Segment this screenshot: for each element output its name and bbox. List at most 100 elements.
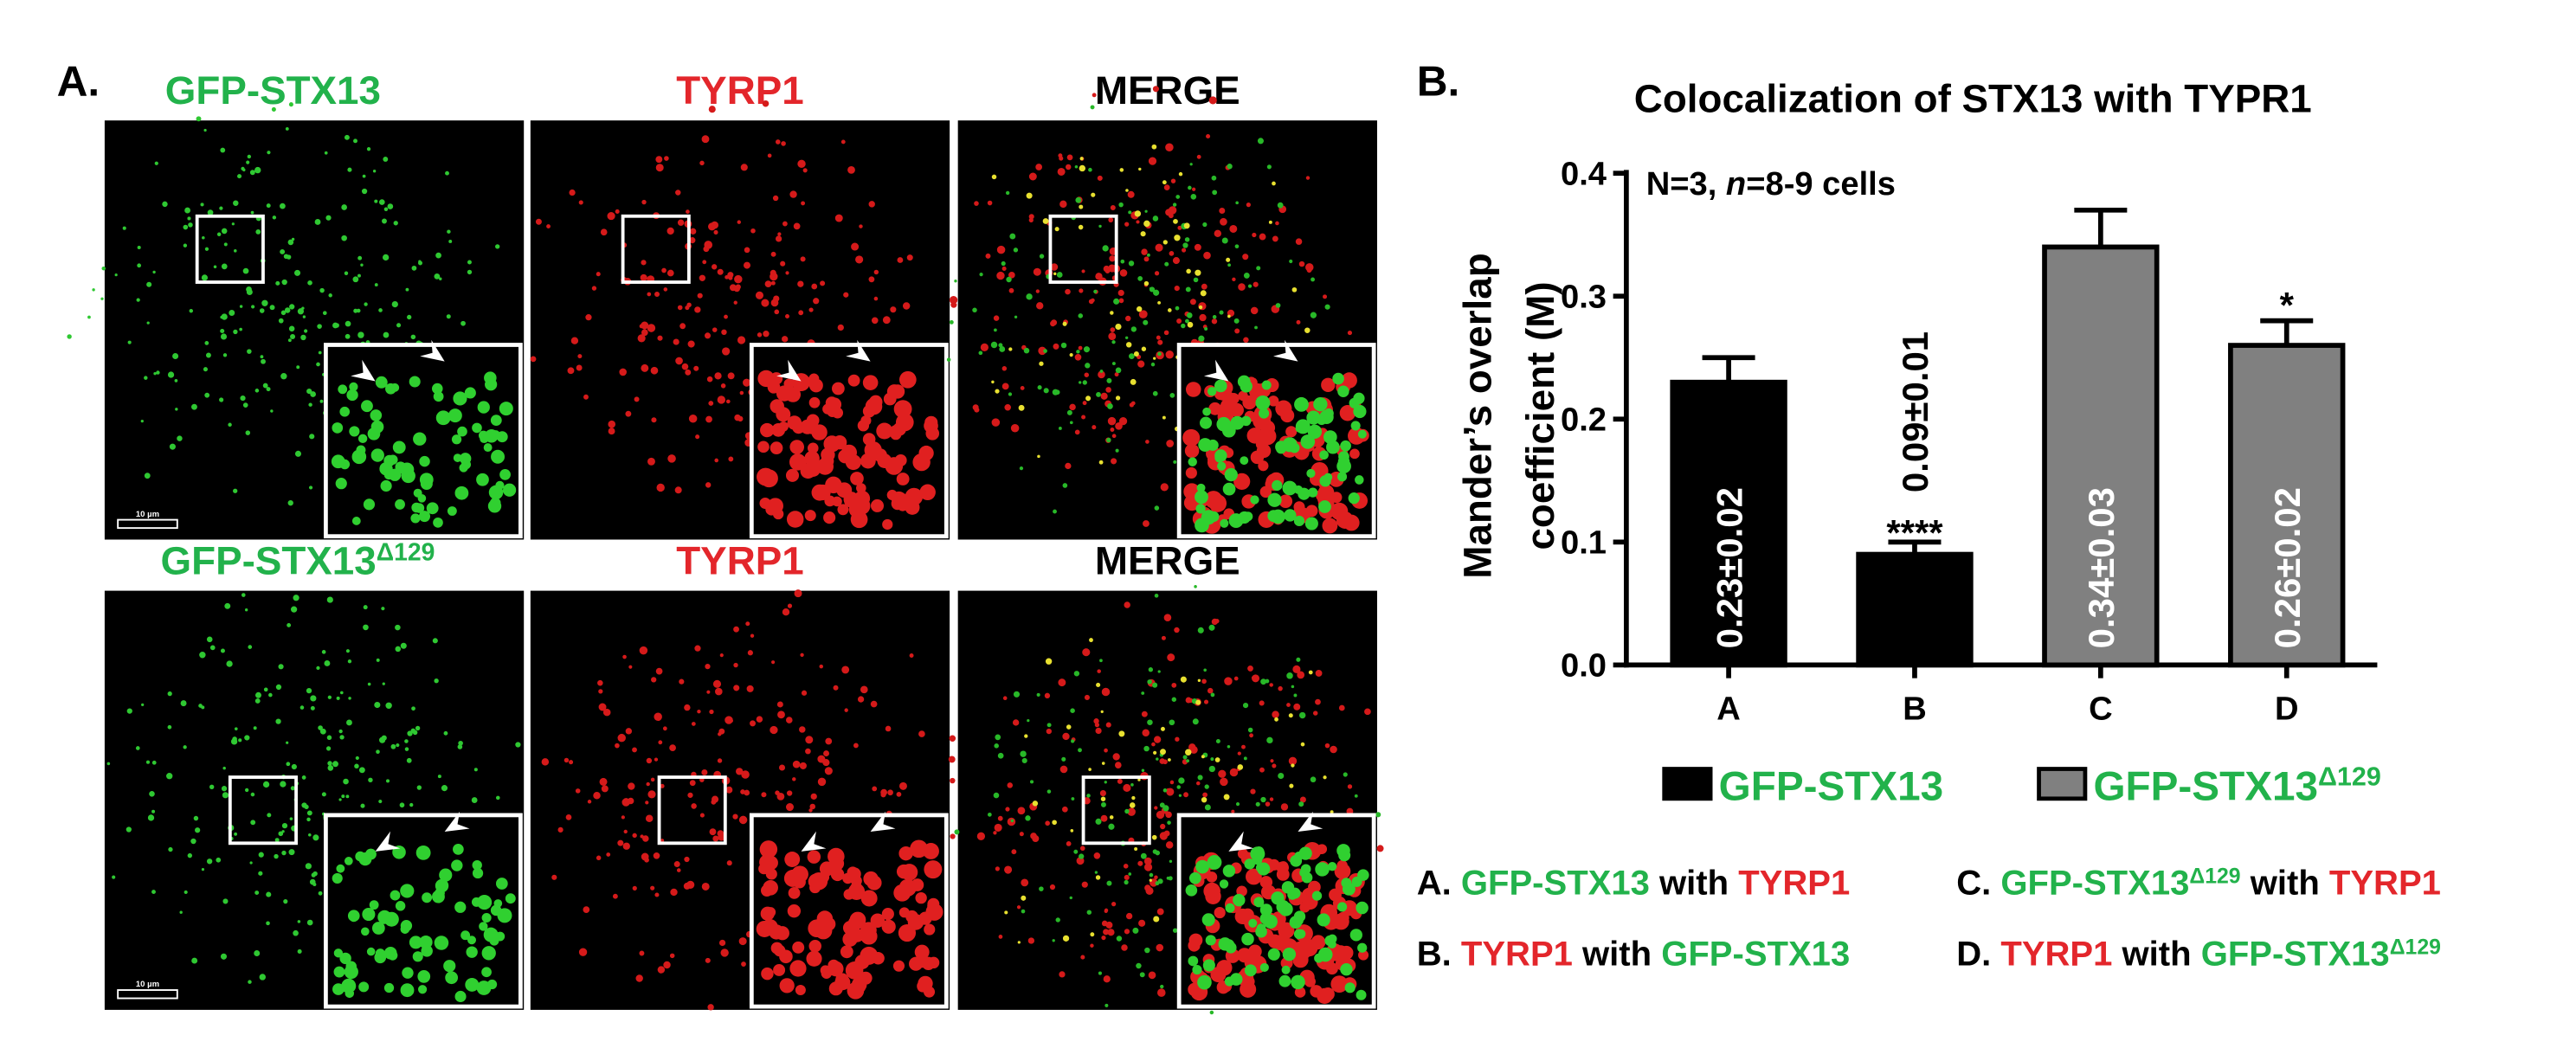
- panel-title: GFP-STX13Δ129: [161, 539, 435, 583]
- y-tick-label: 0.3: [1561, 279, 1607, 316]
- y-tick-label: 0.0: [1561, 647, 1607, 685]
- arrowhead: [375, 831, 401, 852]
- panel-title: MERGE: [1095, 539, 1240, 583]
- text-span: B.: [1417, 935, 1461, 973]
- legend-swatch: [1662, 767, 1713, 801]
- roi-box: [1081, 775, 1151, 846]
- arrowhead: [1228, 831, 1254, 852]
- roi-box: [228, 775, 298, 846]
- text-span: Δ129: [2189, 865, 2240, 888]
- chart-title: Colocalization of STX13 with TYPR1: [1634, 77, 2312, 121]
- inset-signal: [1188, 372, 1367, 533]
- legend-label: GFP-STX13: [1719, 764, 1944, 810]
- text-span: TYRP1: [1738, 864, 1850, 902]
- significance: ****: [1886, 512, 1943, 553]
- inset-signal: [332, 844, 516, 1002]
- y-axis-label: coefficient (M): [1518, 281, 1562, 550]
- text-span: Δ129: [2318, 762, 2381, 792]
- x-tick-label: A: [1716, 690, 1741, 727]
- text-span: GFP-STX13: [2201, 935, 2390, 973]
- y-tick-label: 0.4: [1561, 156, 1607, 193]
- panel-label: B.: [1417, 57, 1460, 106]
- inset-signal: [1188, 842, 1369, 1004]
- arrowhead: [1273, 339, 1298, 362]
- text-span: Δ129: [2390, 936, 2441, 959]
- text-span: GFP-STX13: [2000, 864, 2189, 902]
- arrowhead: [870, 811, 896, 832]
- cell-signal: [541, 589, 956, 1011]
- roi-box: [195, 214, 265, 284]
- text-span: with: [1573, 935, 1661, 973]
- panel-title: TYRP1: [676, 539, 803, 583]
- text-span: GFP-STX13: [1719, 764, 1944, 810]
- panel-title: MERGE: [1095, 68, 1240, 113]
- arrowhead: [420, 339, 445, 362]
- error-bar: [2074, 207, 2128, 248]
- arrowhead: [801, 831, 827, 852]
- panel-title: GFP-STX13: [165, 68, 381, 113]
- value-label: 0.26±0.02: [2267, 487, 2308, 648]
- text-span: N=3,: [1646, 165, 1726, 203]
- panel-title: TYRP1: [676, 68, 803, 113]
- value-label: 0.34±0.03: [2081, 487, 2122, 648]
- arrowhead: [351, 359, 376, 382]
- text-span: MERGE: [1095, 539, 1240, 583]
- text-span: n: [1726, 165, 1746, 203]
- inset-signal: [331, 371, 517, 528]
- x-tick-label: B: [1903, 690, 1927, 727]
- text-span: GFP-STX13: [1461, 864, 1650, 902]
- x-tick-label: D: [2275, 690, 2299, 727]
- text-span: D.: [1956, 935, 2000, 973]
- arrowhead: [1298, 811, 1323, 832]
- text-span: Δ129: [377, 539, 435, 567]
- inset-signal: [757, 370, 940, 530]
- caption: B. TYRP1 with GFP-STX13: [1417, 935, 1851, 973]
- legend-swatch: [2037, 767, 2088, 801]
- inset-signal: [756, 839, 943, 1000]
- text-span: GFP-STX13: [1661, 935, 1850, 973]
- text-span: with: [1650, 864, 1738, 902]
- legend-label: GFP-STX13Δ129: [2093, 762, 2380, 810]
- text-span: with: [2241, 864, 2329, 902]
- text-span: GFP-STX13: [2093, 764, 2318, 810]
- value-label: 0.23±0.02: [1709, 487, 1749, 648]
- roi-box: [621, 214, 691, 284]
- text-span: TYRP1: [676, 68, 803, 113]
- text-span: A.: [1417, 864, 1461, 902]
- arrowhead: [846, 339, 871, 362]
- bar: [2042, 244, 2160, 668]
- y-axis-label: Mander’s overlap: [1456, 253, 1500, 578]
- x-tick-label: C: [2089, 690, 2113, 727]
- text-span: C.: [1956, 864, 2000, 902]
- scale-bar: [117, 518, 178, 530]
- caption: D. TYRP1 with GFP-STX13Δ129: [1956, 935, 2441, 973]
- text-span: TYRP1: [2000, 935, 2112, 973]
- caption: A. GFP-STX13 with TYRP1: [1417, 864, 1851, 902]
- scale-bar-label: 10 µm: [136, 510, 159, 519]
- error-bar: [1702, 355, 1755, 383]
- text-span: TYRP1: [676, 539, 803, 583]
- scale-bar: [117, 989, 178, 1000]
- text-span: MERGE: [1095, 68, 1240, 113]
- text-span: TYRP1: [1461, 935, 1573, 973]
- annotation: N=3, n=8-9 cells: [1646, 165, 1896, 203]
- roi-box: [657, 775, 727, 846]
- text-span: TYRP1: [2329, 864, 2441, 902]
- text-span: GFP-STX13: [161, 539, 377, 583]
- y-tick-label: 0.2: [1561, 402, 1607, 439]
- y-tick-label: 0.1: [1561, 524, 1607, 562]
- text-span: GFP-STX13: [165, 68, 381, 113]
- panel-label: A.: [57, 57, 100, 106]
- arrowhead: [776, 359, 802, 382]
- scale-bar-label: 10 µm: [136, 980, 159, 989]
- value-label: 0.09±0.01: [1895, 331, 1935, 492]
- bar: [1670, 379, 1787, 668]
- text-span: with: [2112, 935, 2200, 973]
- arrowhead: [444, 811, 470, 832]
- caption: C. GFP-STX13Δ129 with TYRP1: [1956, 864, 2441, 902]
- error-bar: [2260, 318, 2314, 346]
- text-span: =8-9 cells: [1746, 165, 1896, 203]
- error-bar: [1888, 539, 1942, 555]
- significance: *: [2280, 285, 2295, 325]
